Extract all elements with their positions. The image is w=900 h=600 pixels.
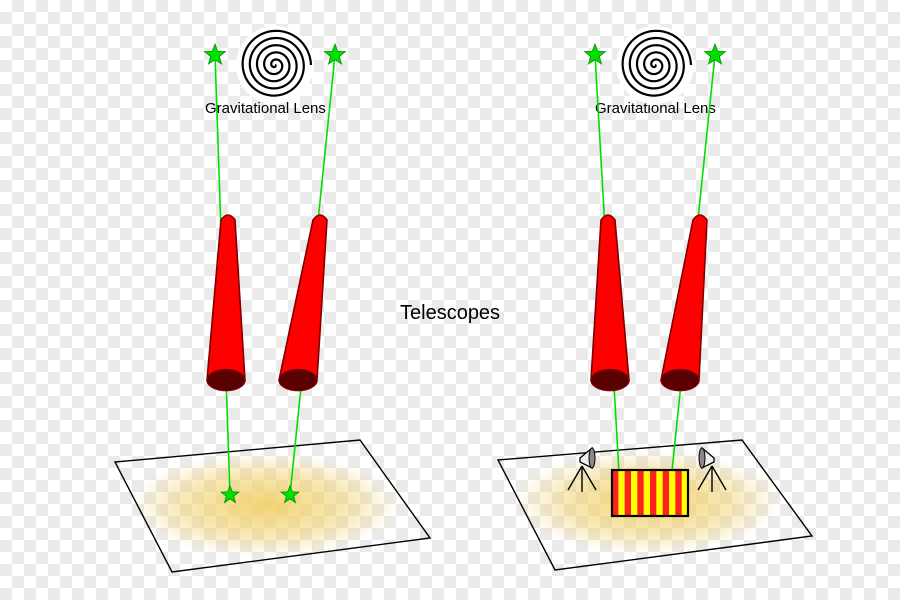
diagram-canvas: Gravitational Lens Gravitational Lens Te… — [0, 0, 900, 600]
diagram-svg — [0, 0, 900, 600]
